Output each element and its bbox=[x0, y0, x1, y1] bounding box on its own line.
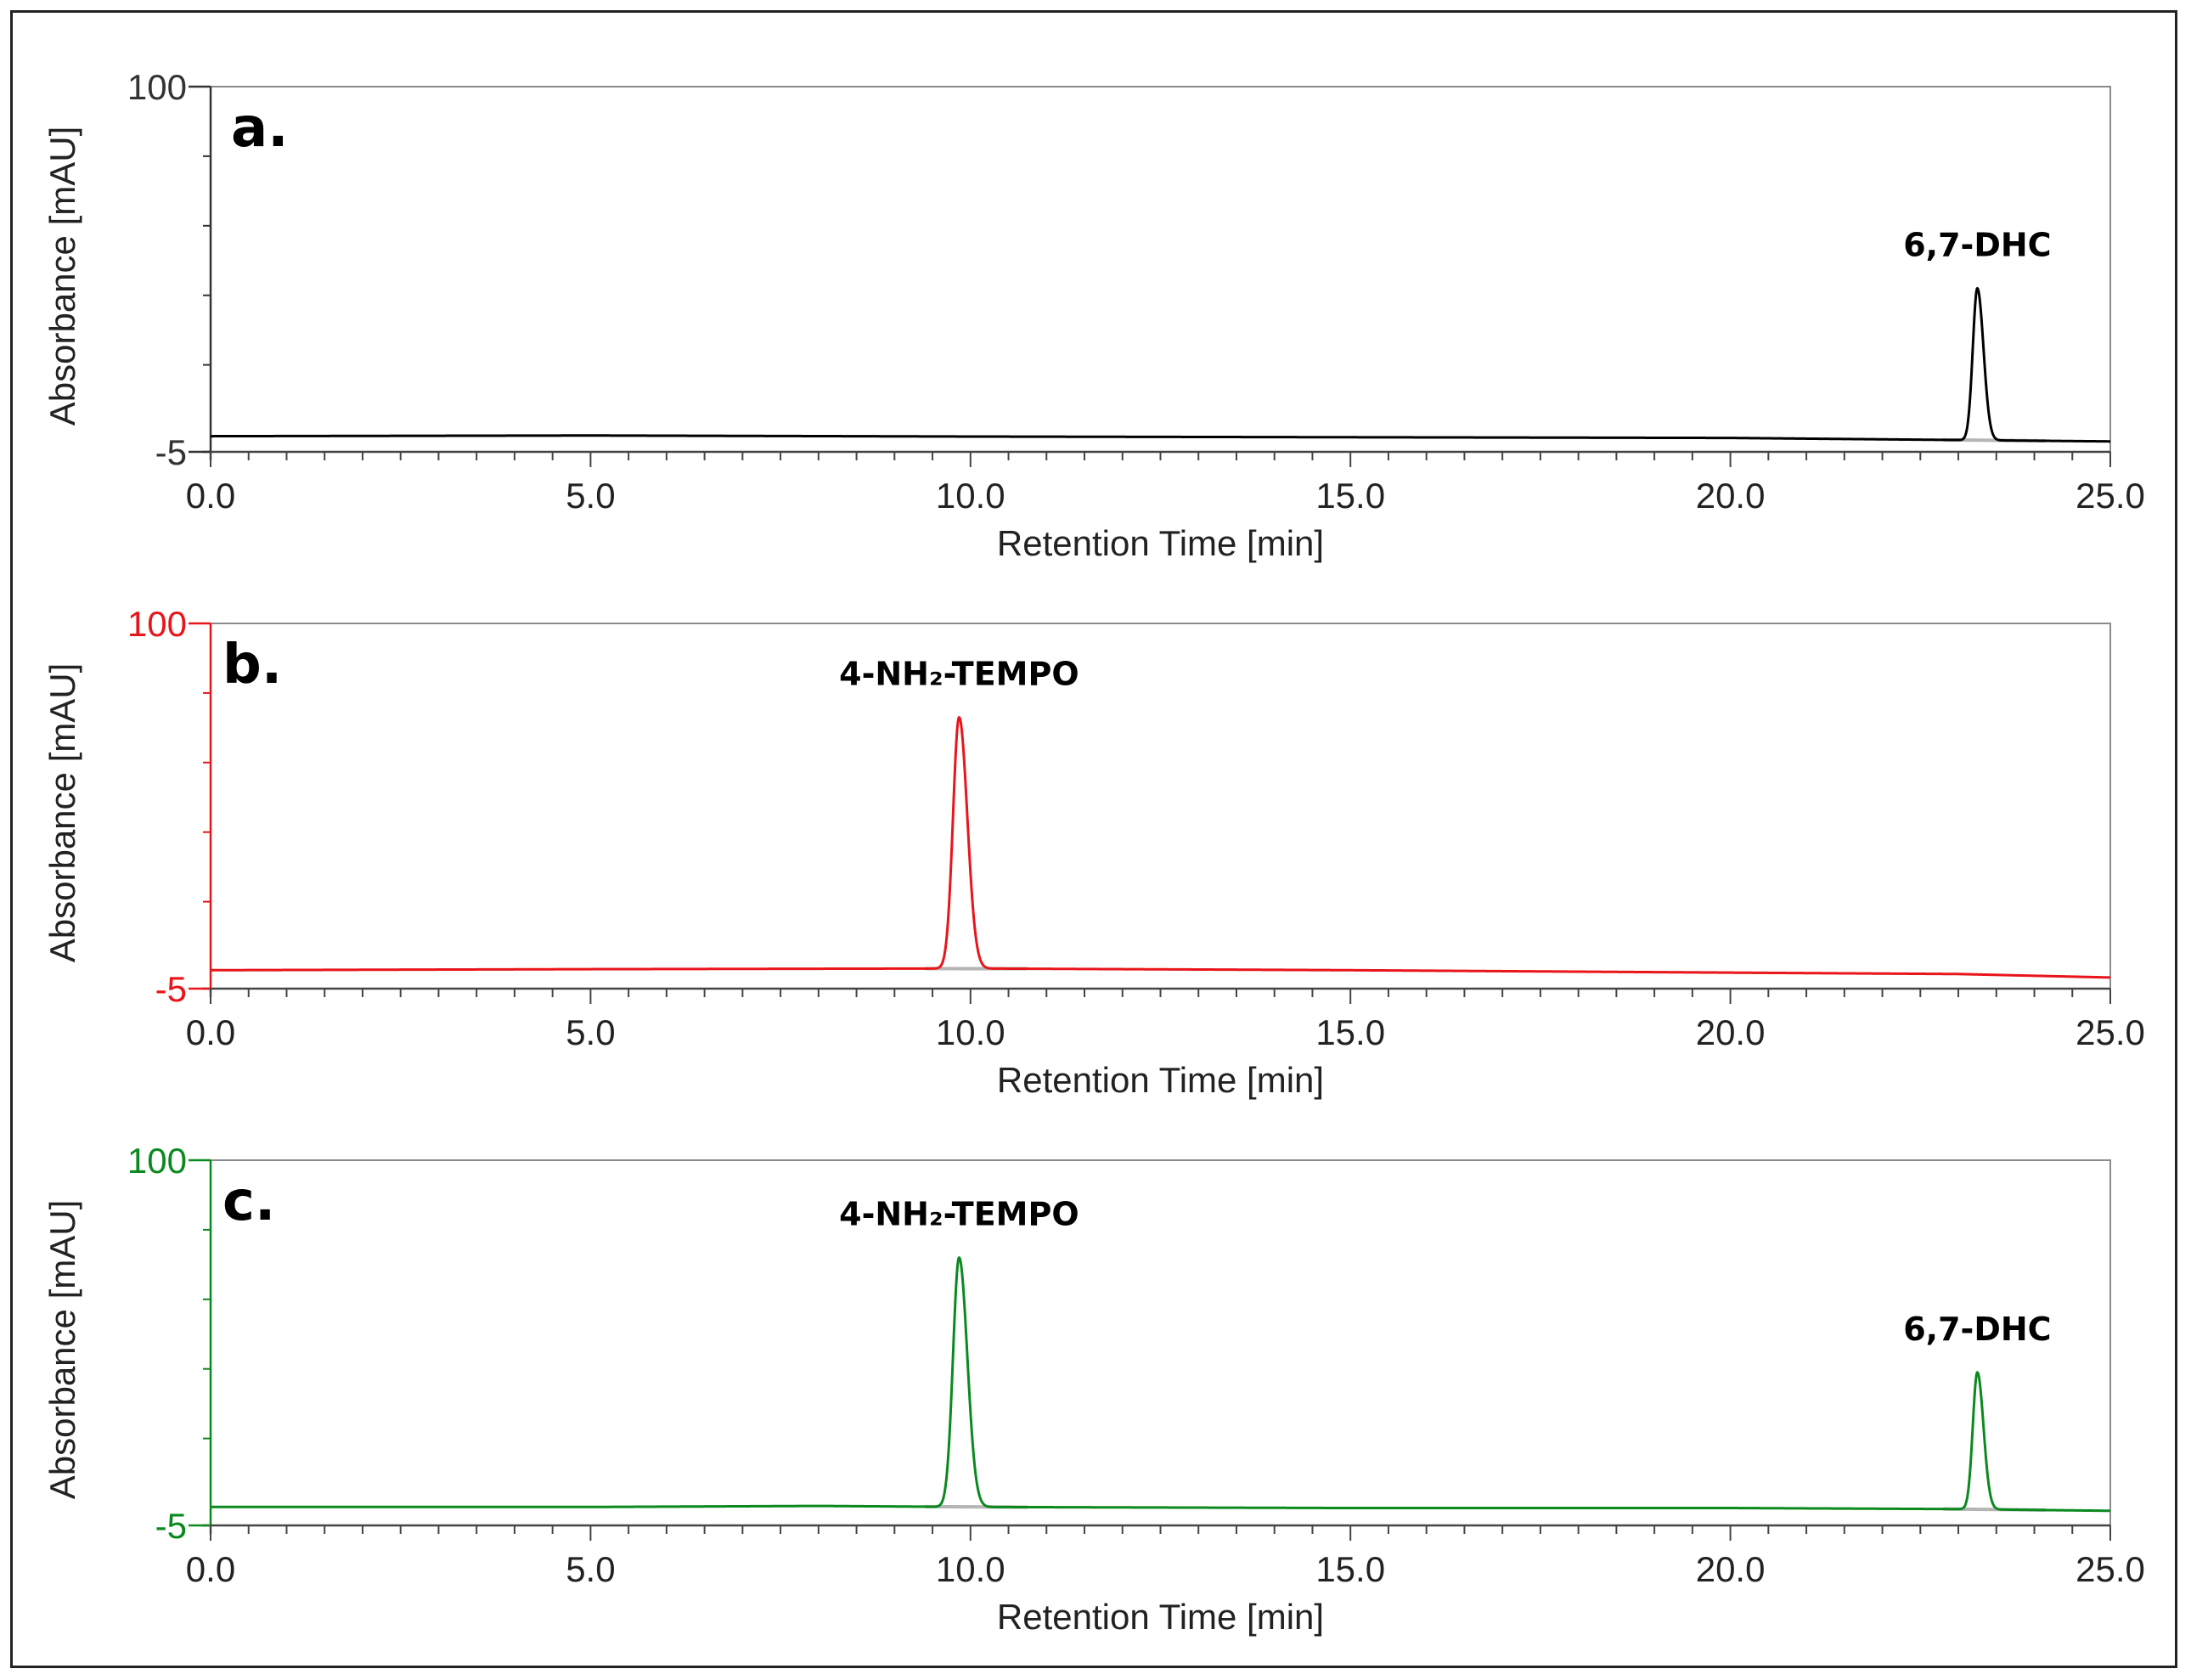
trace-line bbox=[209, 287, 2112, 443]
x-tick-label: 15.0 bbox=[1315, 476, 1385, 516]
x-tick-label: 0.0 bbox=[186, 476, 235, 516]
panel-letter: b. bbox=[222, 634, 282, 696]
chart-panel-b: 100 -50.0 5.0 10.0 15.0 20.0 25.0 Retention Tim… bbox=[42, 604, 2145, 1100]
x-tick-label: 20.0 bbox=[1696, 1549, 1766, 1589]
panel-letter: c. bbox=[222, 1170, 275, 1233]
x-tick-label: 0.0 bbox=[186, 1012, 235, 1052]
y-axis-title: Absorbance [mAU] bbox=[42, 663, 82, 963]
x-tick-label: 25.0 bbox=[2076, 476, 2145, 516]
peak-label: 6,7-DHC bbox=[1903, 1311, 2051, 1348]
x-tick-label: 5.0 bbox=[566, 1012, 615, 1052]
x-tick-label: 10.0 bbox=[936, 1012, 1005, 1052]
x-axis-title: Retention Time [min] bbox=[997, 1597, 1324, 1637]
x-tick-label: 15.0 bbox=[1315, 1012, 1385, 1052]
x-tick-label: 5.0 bbox=[566, 476, 615, 516]
x-axis-title: Retention Time [min] bbox=[997, 523, 1324, 563]
x-tick-label: 20.0 bbox=[1696, 1012, 1766, 1052]
trace-line bbox=[209, 1256, 2112, 1513]
x-tick-label: 0.0 bbox=[186, 1549, 235, 1589]
chart-panel-c: 100 -50.0 5.0 10.0 15.0 20.0 25.0 Retention Tim… bbox=[42, 1141, 2145, 1637]
y-tick-label: -5 bbox=[155, 432, 187, 472]
y-tick-label: 100 bbox=[127, 604, 187, 644]
y-axis-title: Absorbance [mAU] bbox=[42, 127, 82, 426]
peak-label: 6,7-DHC bbox=[1903, 227, 2051, 264]
y-tick-label: 100 bbox=[127, 1141, 187, 1181]
x-tick-label: 5.0 bbox=[566, 1549, 615, 1589]
x-tick-label: 20.0 bbox=[1696, 476, 1766, 516]
x-tick-label: 10.0 bbox=[936, 476, 1005, 516]
x-tick-label: 10.0 bbox=[936, 1549, 1005, 1589]
x-axis-title: Retention Time [min] bbox=[997, 1060, 1324, 1100]
plot-frame bbox=[210, 623, 2111, 989]
panel-letter: a. bbox=[231, 97, 289, 160]
plot-frame bbox=[210, 1159, 2111, 1526]
x-tick-label: 25.0 bbox=[2076, 1012, 2145, 1052]
y-tick-label: 100 bbox=[127, 67, 187, 107]
y-tick-label: -5 bbox=[155, 1506, 187, 1546]
peak-label: 4-NH₂-TEMPO bbox=[839, 1196, 1079, 1233]
trace-line bbox=[209, 716, 2112, 979]
plot-frame bbox=[210, 86, 2111, 453]
peak-label: 4-NH₂-TEMPO bbox=[839, 656, 1079, 693]
figure-frame bbox=[10, 10, 2177, 1668]
y-axis-title: Absorbance [mAU] bbox=[42, 1200, 82, 1500]
x-tick-label: 25.0 bbox=[2076, 1549, 2145, 1589]
chart-panel-a: 100 -50.0 5.0 10.0 15.0 20.0 25.0 Retention Tim… bbox=[42, 67, 2145, 563]
x-tick-label: 15.0 bbox=[1315, 1549, 1385, 1589]
y-tick-label: -5 bbox=[155, 969, 187, 1009]
